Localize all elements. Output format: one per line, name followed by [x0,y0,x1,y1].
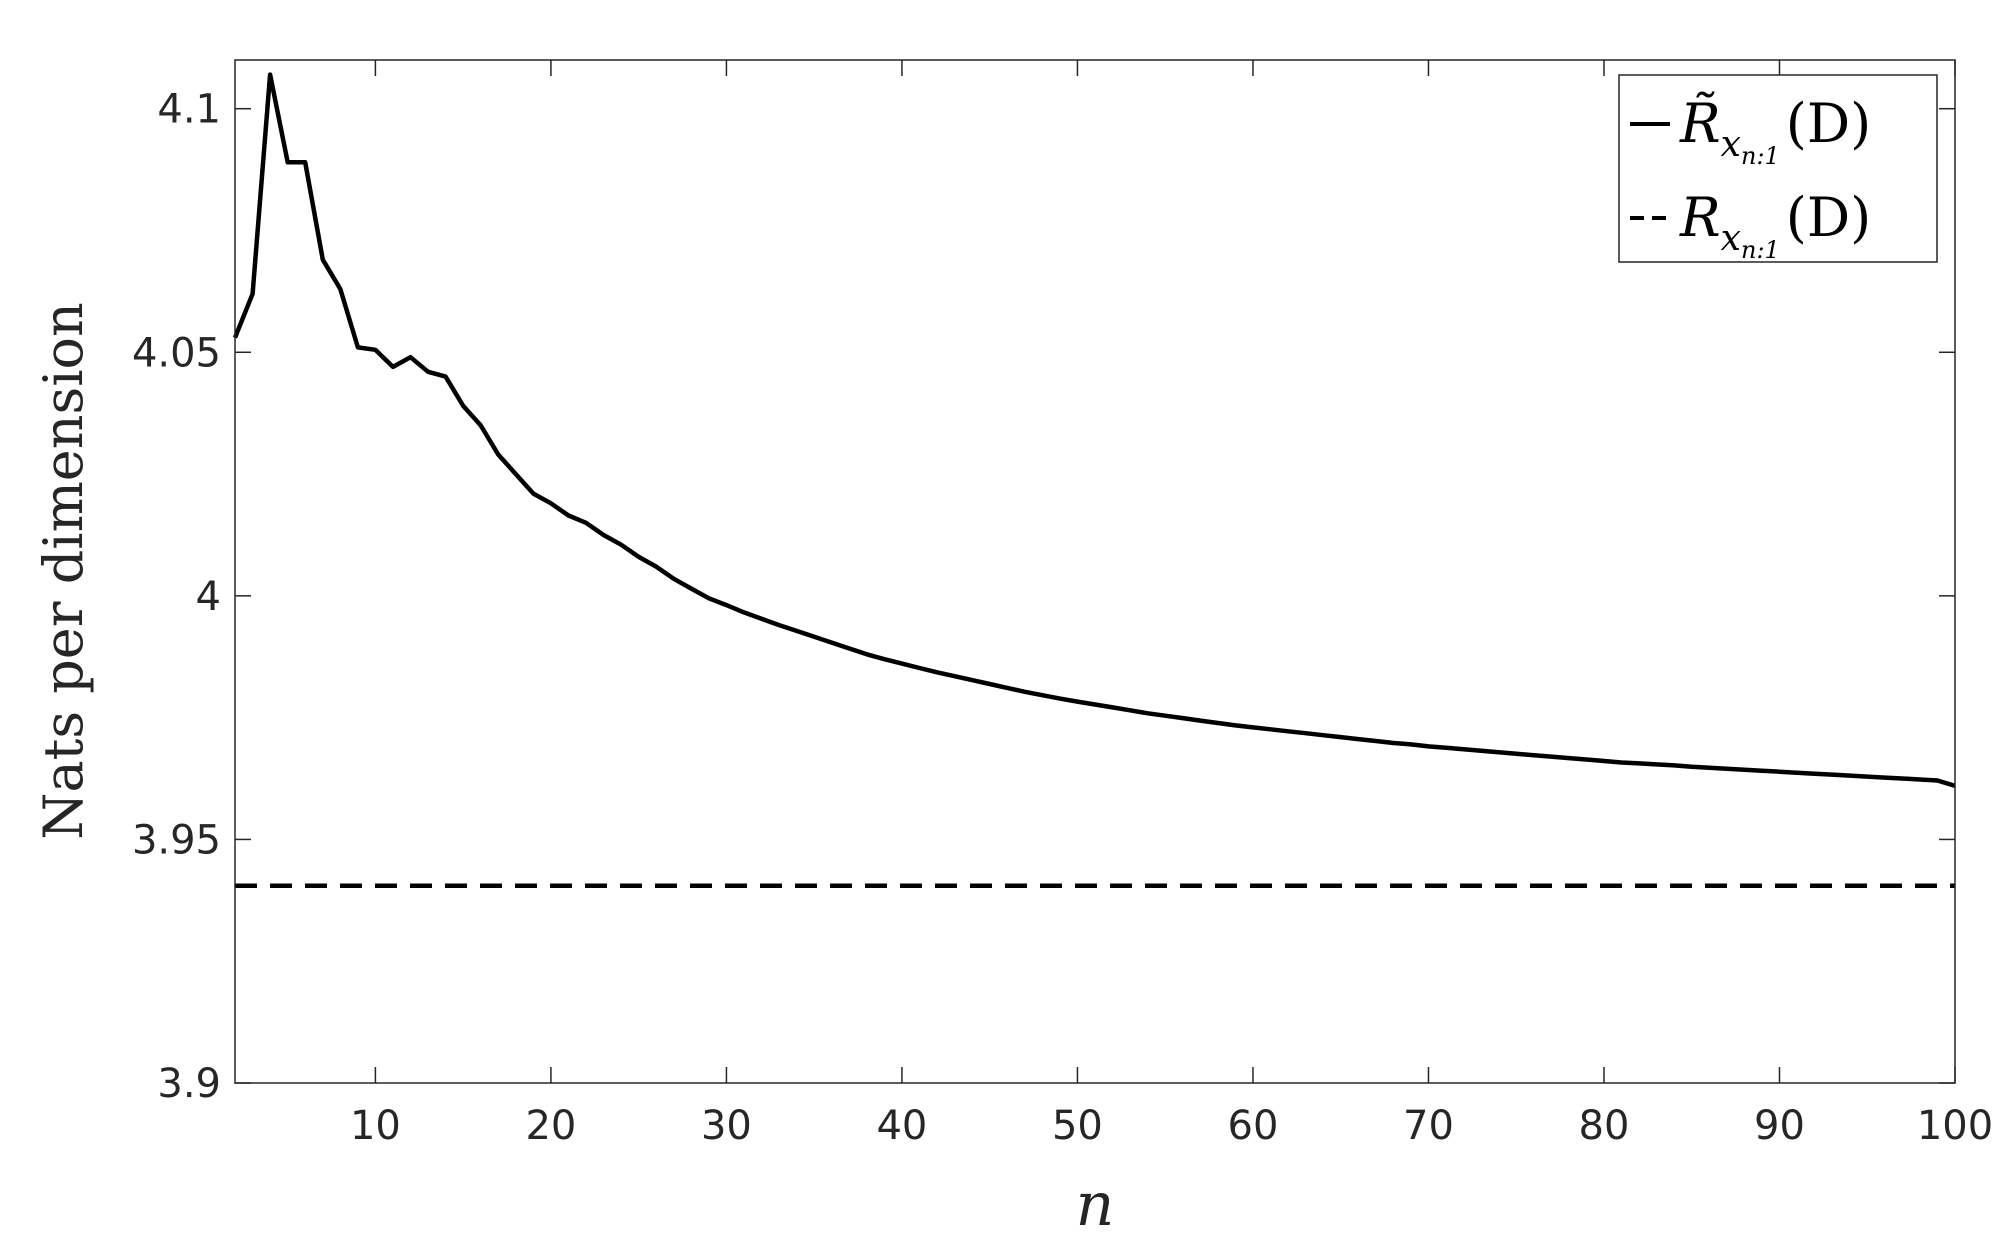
legend-2-arg: (D) [1786,186,1871,249]
x-tick-label: 100 [1917,1103,1993,1149]
legend-1-arg: (D) [1786,92,1871,155]
y-tick-label: 4 [196,574,221,620]
legend-label-series-1: R̃xn:1(D) [1679,91,1871,170]
x-tick-label: 20 [525,1103,576,1149]
series-line-1 [232,72,1956,788]
y-tick-label: 4.05 [132,330,221,376]
y-tick-labels: 3.9 3.95 4 4.05 4.1 [132,87,221,1107]
legend-2-sub: x [1721,218,1741,259]
x-tick-label: 50 [1052,1103,1103,1149]
legend-1-main: R̃ [1679,91,1721,155]
series-layer [232,72,1956,888]
y-tick-label: 4.1 [157,87,221,133]
legend-box [1618,74,1938,263]
x-tick-label: 90 [1754,1103,1805,1149]
legend-2-main: R [1679,186,1721,249]
legend-1-subsub: n:1 [1741,142,1780,170]
y-tick-label: 3.9 [157,1061,221,1107]
legend-1-sub: x [1721,124,1741,165]
ticks-layer [235,60,1956,1084]
x-tick-labels: 10 20 30 40 50 60 70 80 90 100 [350,1103,1993,1149]
y-tick-label: 3.95 [132,817,221,863]
legend-label-series-2: Rxn:1(D) [1679,186,1871,264]
legend: R̃xn:1(D) Rxn:1(D) [1618,74,1938,264]
axes-box [234,59,1956,1084]
x-tick-label: 80 [1579,1103,1630,1149]
x-tick-label: 70 [1403,1103,1454,1149]
x-tick-label: 30 [701,1103,752,1149]
x-tick-label: 40 [876,1103,927,1149]
x-tick-label: 10 [350,1103,401,1149]
y-axis-label: Nats per dimension [32,302,95,840]
x-axis-label: n [1076,1170,1115,1240]
x-tick-label: 60 [1228,1103,1279,1149]
legend-2-subsub: n:1 [1741,236,1780,264]
